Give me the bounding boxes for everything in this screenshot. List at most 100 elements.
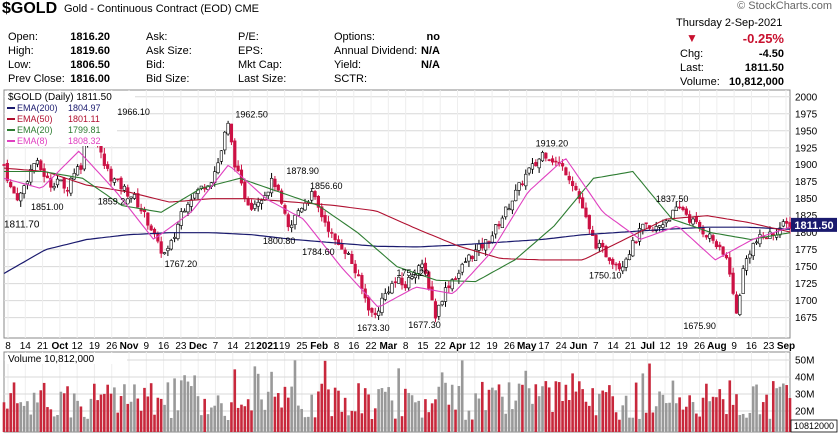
volume-bar (293, 360, 297, 432)
price-candle (32, 163, 36, 172)
volume-bar (397, 368, 400, 432)
volume-bar (350, 410, 354, 432)
volume-bar (146, 396, 150, 432)
price-candle (584, 207, 588, 218)
x-tick-label: Jun (570, 341, 588, 352)
price-candle (373, 312, 377, 316)
volume-bar (66, 386, 69, 432)
volume-bar (383, 391, 387, 432)
volume-bar (166, 382, 170, 432)
volume-bar (223, 415, 227, 432)
volume-bar (561, 401, 564, 432)
x-tick-label: 23 (175, 341, 187, 352)
last-price-box (791, 217, 837, 232)
volume-bar (56, 414, 59, 432)
price-candle (216, 162, 220, 173)
price-candle (731, 272, 735, 294)
price-candle (300, 208, 304, 213)
y-tick-label: 1675 (795, 313, 818, 324)
price-candle (119, 177, 123, 190)
price-candle (550, 158, 555, 163)
volume-tick-label: 20M (795, 407, 814, 418)
price-candle (567, 175, 571, 181)
volume-bar (601, 390, 604, 432)
ema200-line (3, 226, 791, 275)
volume-bar (768, 418, 772, 432)
x-tick-label: 14 (20, 341, 32, 352)
price-candle (383, 293, 387, 300)
price-candle (708, 233, 712, 239)
y-tick-label: 1700 (795, 296, 818, 307)
price-candle (644, 222, 648, 225)
price-candle (132, 194, 137, 199)
price-candle (781, 221, 785, 227)
volume-bar (330, 416, 334, 432)
volume-bar (357, 383, 360, 432)
volume-bar (447, 404, 451, 432)
legend-name: EMA(200) (17, 103, 58, 113)
x-tick-label: 12 (659, 341, 671, 352)
price-candle (176, 224, 180, 239)
volume-bar (266, 391, 270, 432)
volume-bar (410, 395, 414, 432)
volume-bar (400, 416, 404, 432)
price-candle (109, 168, 113, 182)
price-annotation: 1767.20 (165, 259, 198, 269)
price-candle (236, 165, 240, 172)
volume-bar (62, 393, 66, 432)
price-candle (484, 239, 488, 251)
volume-bar (86, 418, 89, 432)
price-annotation: 1919.20 (536, 139, 569, 149)
y-tick-label: 1925 (795, 143, 818, 154)
price-candle (667, 219, 672, 222)
chart-title-bg (5, 91, 135, 103)
volume-bar (303, 417, 307, 432)
volume-bar (567, 400, 571, 432)
volume-bar (584, 401, 588, 432)
price-candle (728, 257, 732, 275)
volume-bar (427, 412, 431, 432)
price-candle (527, 167, 531, 174)
volume-bar (196, 396, 200, 432)
volume-bar (460, 360, 464, 432)
price-candle (313, 191, 317, 198)
price-candle (517, 182, 521, 191)
description-text: Gold - Continuous Contract (EOD) (64, 3, 232, 15)
volume-bar (32, 392, 36, 432)
quote-value: 1816.00 (70, 73, 110, 85)
volume-bar (778, 386, 782, 432)
volume-label: Volume: (680, 76, 720, 88)
price-candle (35, 160, 40, 165)
volume-bar (621, 405, 625, 432)
price-candle (473, 249, 478, 261)
volume-bar (36, 402, 39, 432)
volume-bar (467, 410, 471, 432)
price-candle (116, 178, 120, 181)
x-tick-label: 12 (469, 341, 481, 352)
price-candle (544, 152, 548, 159)
price-candle (748, 253, 752, 259)
price-candle (678, 206, 682, 209)
price-candle (12, 186, 16, 194)
volume-bar (156, 397, 160, 432)
volume-bar (420, 417, 424, 432)
price-candle (106, 164, 110, 169)
volume-bar (614, 412, 618, 432)
x-tick-label: 26 (694, 341, 706, 352)
volume-bar (434, 399, 437, 432)
price-candle (497, 223, 501, 227)
price-annotation: 1675.90 (683, 321, 716, 331)
volume-bar (511, 409, 514, 432)
volume-bar (216, 395, 220, 432)
volume-bar (748, 412, 752, 432)
ticker-symbol: $GOLD (2, 0, 58, 17)
price-candle (711, 235, 715, 241)
x-tick-label: 19 (279, 341, 291, 352)
volume-bar (133, 384, 136, 432)
price-candle (393, 281, 397, 283)
price-candle (634, 241, 638, 244)
volume-bar (159, 398, 163, 432)
x-tick-label: 16 (348, 341, 360, 352)
volume-bar (220, 403, 223, 432)
